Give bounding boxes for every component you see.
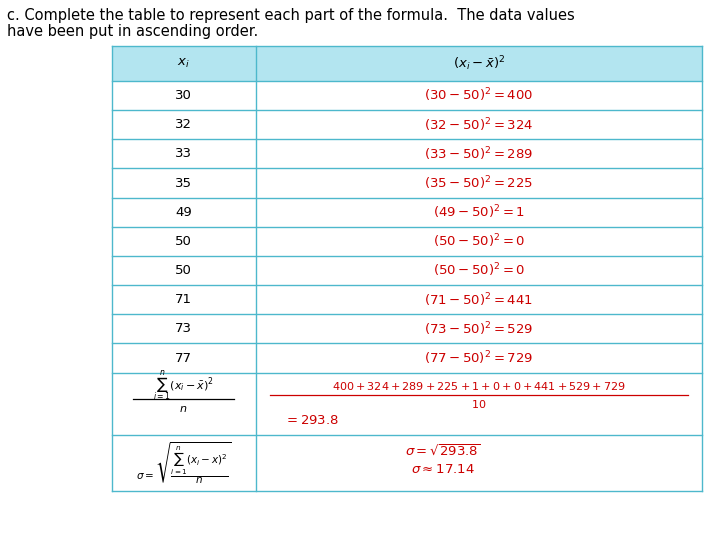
Text: $(30 - 50)^2 = 400$: $(30 - 50)^2 = 400$: [424, 87, 534, 104]
Text: $(73 - 50)^2 = 529$: $(73 - 50)^2 = 529$: [424, 320, 534, 338]
Bar: [112, 81, 702, 110]
Text: 77: 77: [175, 352, 192, 365]
Text: $(77 - 50)^2 = 729$: $(77 - 50)^2 = 729$: [424, 349, 534, 367]
Text: $\sigma \approx 17.14$: $\sigma \approx 17.14$: [411, 463, 474, 476]
Text: $(50 - 50)^2 = 0$: $(50 - 50)^2 = 0$: [433, 233, 525, 250]
Bar: [112, 110, 702, 139]
Bar: [112, 435, 702, 491]
Text: $(50 - 50)^2 = 0$: $(50 - 50)^2 = 0$: [433, 262, 525, 279]
Text: $(35 - 50)^2 = 225$: $(35 - 50)^2 = 225$: [424, 174, 534, 192]
Bar: [112, 46, 702, 81]
Text: $(33 - 50)^2 = 289$: $(33 - 50)^2 = 289$: [424, 145, 534, 163]
Text: $(49 - 50)^2 = 1$: $(49 - 50)^2 = 1$: [433, 204, 525, 221]
Text: 73: 73: [175, 322, 192, 335]
Text: $n$: $n$: [179, 404, 188, 414]
Bar: [112, 373, 702, 435]
Bar: [112, 256, 702, 285]
Bar: [112, 168, 702, 198]
Text: 50: 50: [175, 264, 192, 277]
Bar: [112, 198, 702, 227]
Text: $(71 - 50)^2 = 441$: $(71 - 50)^2 = 441$: [424, 291, 534, 308]
Bar: [112, 227, 702, 256]
Text: $\sum_{i=1}^{n}(x_i - \bar{x})^2$: $\sum_{i=1}^{n}(x_i - \bar{x})^2$: [153, 369, 214, 403]
Text: 35: 35: [175, 177, 192, 190]
Text: c. Complete the table to represent each part of the formula.  The data values: c. Complete the table to represent each …: [7, 8, 575, 23]
Text: 49: 49: [175, 206, 192, 219]
Bar: [112, 285, 702, 314]
Text: $400 + 324 + 289 + 225 + 1 + 0 + 0 + 441 + 529 + 729$: $400 + 324 + 289 + 225 + 1 + 0 + 0 + 441…: [332, 380, 626, 392]
Bar: [112, 314, 702, 343]
Text: $\sigma = \sqrt{293.8}$: $\sigma = \sqrt{293.8}$: [405, 443, 481, 458]
Text: 50: 50: [175, 235, 192, 248]
Text: 32: 32: [175, 118, 192, 131]
Text: $10$: $10$: [471, 398, 487, 410]
Text: have been put in ascending order.: have been put in ascending order.: [7, 24, 258, 39]
Text: $= 293.8$: $= 293.8$: [284, 414, 339, 427]
Text: 30: 30: [175, 89, 192, 102]
Text: $(x_i - \bar{x})^2$: $(x_i - \bar{x})^2$: [453, 54, 505, 73]
Text: $(32 - 50)^2 = 324$: $(32 - 50)^2 = 324$: [424, 116, 534, 133]
Text: $x_i$: $x_i$: [177, 57, 190, 70]
Bar: [112, 139, 702, 168]
Bar: [112, 343, 702, 373]
Text: 33: 33: [175, 147, 192, 160]
Text: $\sigma = \sqrt{\dfrac{\sum_{i=1}^{n}(x_i - x)^2}{n}}$: $\sigma = \sqrt{\dfrac{\sum_{i=1}^{n}(x_…: [136, 440, 231, 486]
Text: 71: 71: [175, 293, 192, 306]
